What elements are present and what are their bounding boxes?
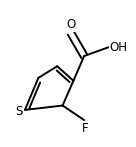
Text: O: O <box>66 18 75 31</box>
Text: S: S <box>15 105 22 118</box>
Text: F: F <box>82 122 89 135</box>
Text: OH: OH <box>110 41 128 54</box>
